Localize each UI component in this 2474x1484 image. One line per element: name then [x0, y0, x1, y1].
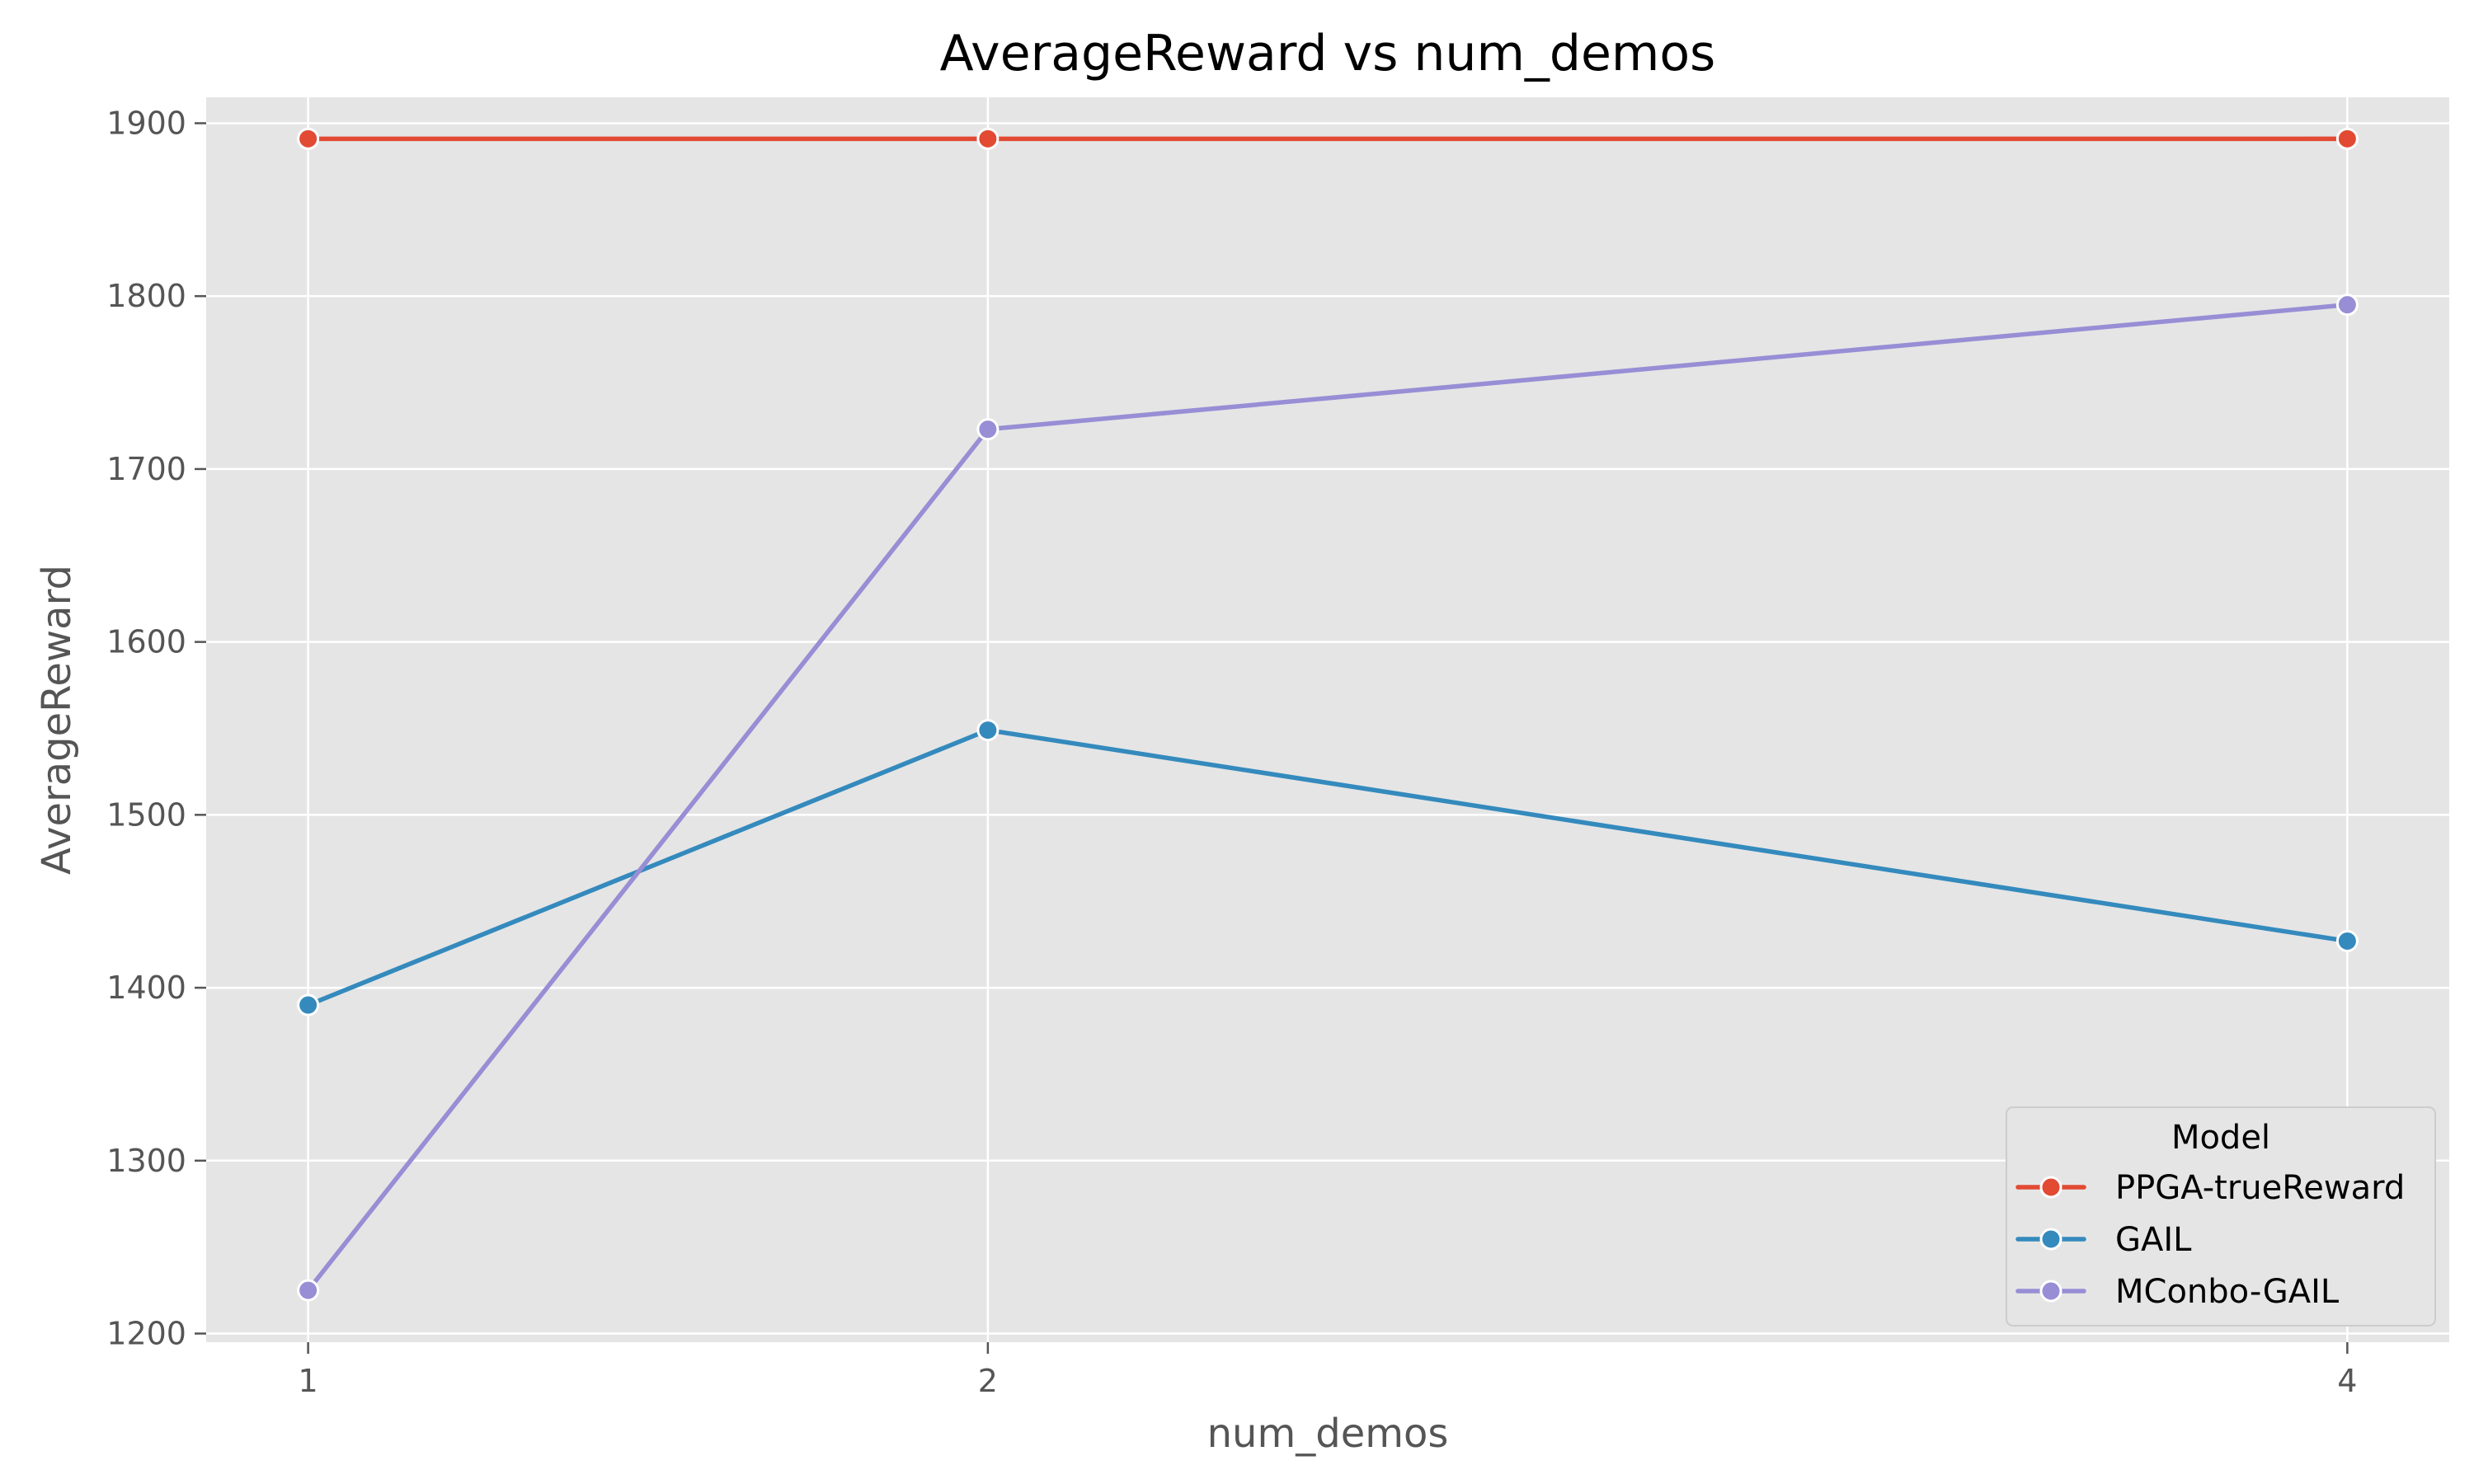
legend-item: GAIL [2015, 1221, 2192, 1259]
y-axis-label: AverageReward [34, 565, 80, 875]
x-axis-label: num_demos [1207, 1411, 1449, 1457]
grid-lines [206, 97, 2449, 1342]
series-ppga-truereward [297, 127, 2359, 150]
data-point [297, 1279, 320, 1302]
legend-items: PPGA-trueReward GAIL MConbo-GAIL [2015, 1169, 2405, 1311]
y-tick-label: 1600 [106, 624, 186, 660]
y-tick-label: 1400 [106, 970, 186, 1006]
legend-marker [2039, 1176, 2062, 1199]
series-layer [297, 127, 2359, 1302]
data-point [976, 418, 999, 441]
legend-item: PPGA-trueReward [2015, 1169, 2405, 1207]
x-axis-ticks: 1 2 4 [299, 1342, 2357, 1399]
data-point [2335, 929, 2359, 952]
legend-label: PPGA-trueReward [2115, 1169, 2405, 1207]
data-point [297, 993, 320, 1017]
data-point [2335, 294, 2359, 317]
legend-item: MConbo-GAIL [2015, 1273, 2340, 1311]
y-tick-label: 1200 [106, 1316, 186, 1352]
y-axis-ticks: 1200 1300 1400 1500 1600 1700 1800 1900 [106, 105, 206, 1352]
x-tick-label: 1 [299, 1363, 318, 1399]
legend-marker [2039, 1280, 2062, 1303]
y-tick-label: 1500 [106, 796, 186, 833]
data-point [976, 127, 999, 150]
series-gail [297, 719, 2359, 1017]
y-tick-label: 1900 [106, 105, 186, 141]
legend-box [2006, 1106, 2436, 1327]
x-tick-label: 4 [2337, 1363, 2357, 1399]
legend-marker [2039, 1228, 2062, 1251]
legend-label: GAIL [2115, 1221, 2192, 1259]
data-point [976, 719, 999, 742]
legend-title: Model [2171, 1119, 2270, 1157]
data-point [297, 127, 320, 150]
series-mconbo-gail [297, 294, 2359, 1302]
chart-title: AverageReward vs num_demos [940, 25, 1716, 82]
legend: Model PPGA-trueReward GAIL MConbo-GAIL [2006, 1106, 2436, 1327]
x-tick-label: 2 [978, 1363, 998, 1399]
legend-label: MConbo-GAIL [2115, 1273, 2340, 1311]
data-point [2335, 127, 2359, 150]
y-tick-label: 1800 [106, 278, 186, 314]
y-tick-label: 1300 [106, 1143, 186, 1179]
y-tick-label: 1700 [106, 451, 186, 487]
